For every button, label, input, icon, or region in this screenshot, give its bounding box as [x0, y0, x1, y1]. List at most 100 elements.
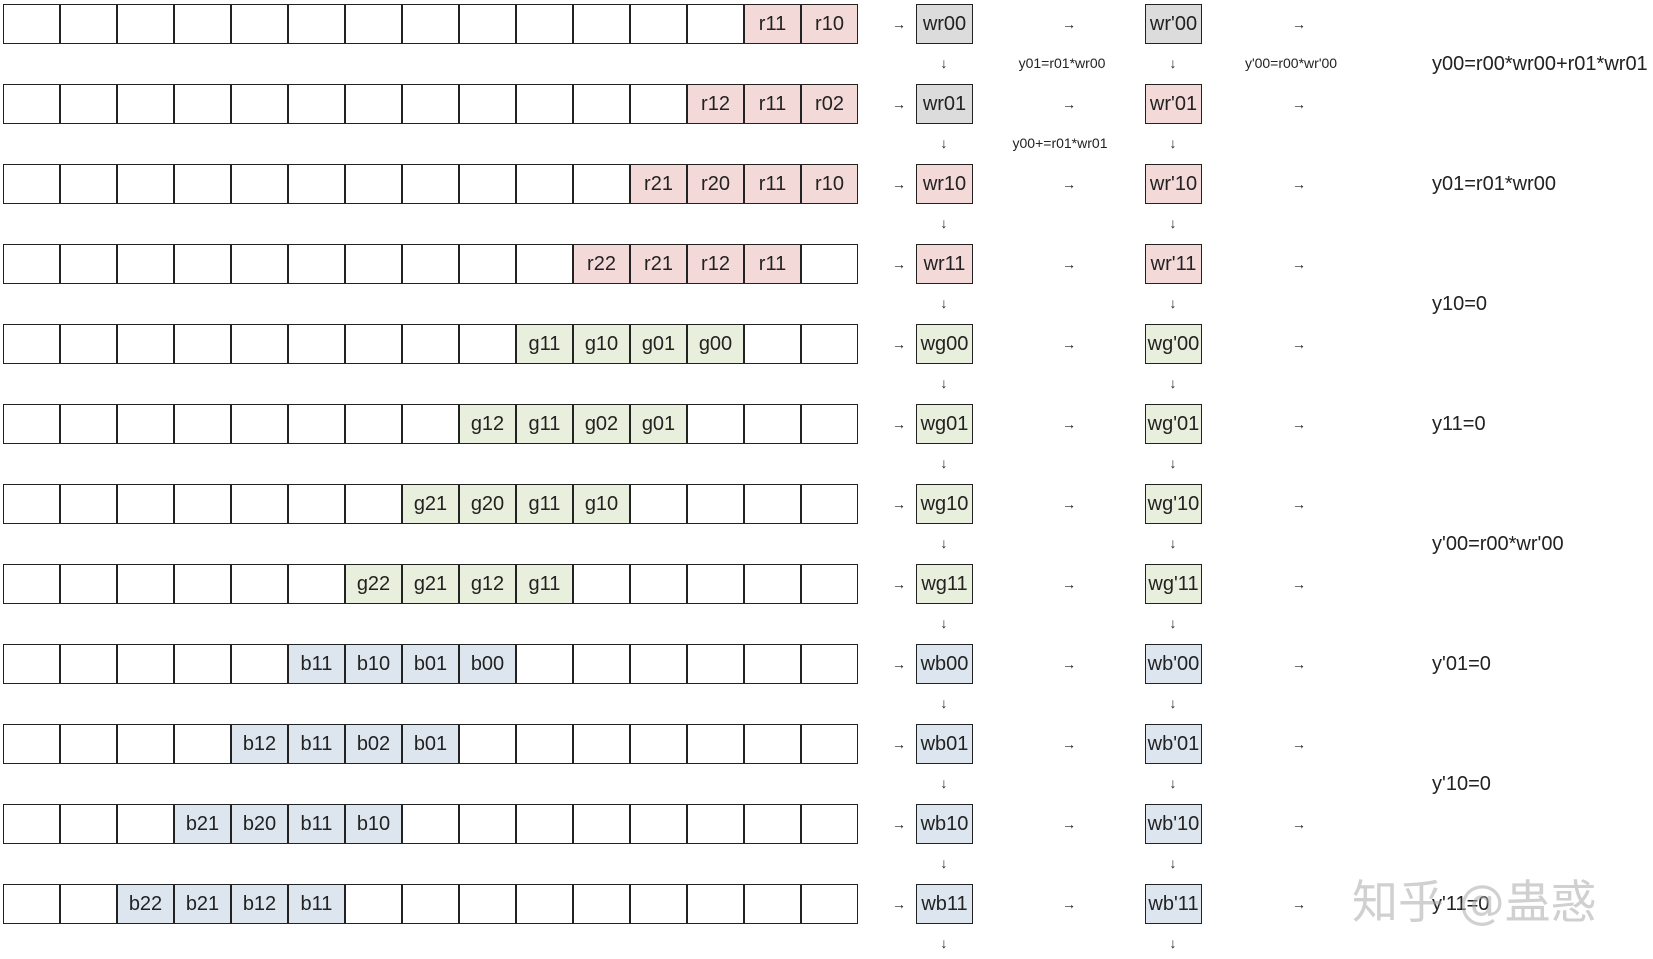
right-arrow-icon: → [892, 736, 906, 752]
grid-cell-value: g20 [459, 484, 516, 524]
grid-cell [630, 644, 687, 684]
grid-cell [174, 244, 231, 284]
grid-cell [687, 644, 744, 684]
down-arrow-icon: ↓ [940, 855, 948, 871]
grid-cell-value: g21 [402, 564, 459, 604]
grid-cell [459, 164, 516, 204]
grid-cell [630, 4, 687, 44]
grid-cell [231, 164, 288, 204]
right-arrow-icon: → [1292, 736, 1306, 752]
down-arrow-icon: ↓ [1169, 855, 1177, 871]
grid-cell [174, 164, 231, 204]
down-arrow-icon: ↓ [940, 55, 948, 71]
grid-cell [687, 884, 744, 924]
grid-cell-value: b20 [231, 804, 288, 844]
grid-cell [573, 4, 630, 44]
grid-cell [60, 404, 117, 444]
grid-cell [288, 4, 345, 44]
note-y00-accumulate: y00+=r01*wr01 [1012, 135, 1108, 151]
grid-cell [801, 644, 858, 684]
grid-cell [744, 324, 801, 364]
grid-cell [60, 804, 117, 844]
down-arrow-icon: ↓ [1169, 135, 1177, 151]
grid-cell [3, 4, 60, 44]
grid-cell-value: g01 [630, 324, 687, 364]
grid-cell [402, 164, 459, 204]
grid-cell-value: r21 [630, 164, 687, 204]
grid-cell-value: b00 [459, 644, 516, 684]
equation-y01: y01=r01*wr00 [1432, 173, 1556, 195]
grid-cell [3, 724, 60, 764]
grid-cell-value: g11 [516, 404, 573, 444]
grid-cell [117, 804, 174, 844]
grid-cell [573, 724, 630, 764]
grid-cell [630, 804, 687, 844]
grid-cell-value: b21 [174, 884, 231, 924]
grid-cell [801, 724, 858, 764]
grid-cell [630, 84, 687, 124]
grid-cell [117, 644, 174, 684]
grid-cell-value: r12 [687, 84, 744, 124]
grid-cell [60, 244, 117, 284]
grid-cell [60, 484, 117, 524]
grid-cell-value: g21 [402, 484, 459, 524]
grid-cell [516, 644, 573, 684]
right-arrow-icon: → [892, 176, 906, 192]
grid-cell [801, 404, 858, 444]
grid-cell [801, 804, 858, 844]
grid-cell-value: r11 [744, 4, 801, 44]
grid-cell [231, 564, 288, 604]
weight-prime-box: wr'10 [1145, 164, 1202, 204]
grid-cell-value: r11 [744, 164, 801, 204]
grid-cell [60, 644, 117, 684]
grid-cell [60, 324, 117, 364]
grid-cell [687, 404, 744, 444]
grid-cell [402, 404, 459, 444]
equation-yprime01: y'01=0 [1432, 653, 1491, 675]
grid-cell-value: b01 [402, 644, 459, 684]
grid-cell [630, 564, 687, 604]
grid-cell [174, 484, 231, 524]
grid-cell [60, 564, 117, 604]
grid-cell [687, 4, 744, 44]
grid-cell [516, 4, 573, 44]
weight-box: wr10 [916, 164, 973, 204]
grid-cell-value: g11 [516, 324, 573, 364]
right-arrow-icon: → [1062, 496, 1076, 512]
weight-box: wr00 [916, 4, 973, 44]
down-arrow-icon: ↓ [1169, 215, 1177, 231]
grid-cell-value: b21 [174, 804, 231, 844]
weight-prime-box: wg'00 [1145, 324, 1202, 364]
grid-cell-value: g11 [516, 484, 573, 524]
right-arrow-icon: → [892, 416, 906, 432]
grid-cell [459, 84, 516, 124]
right-arrow-icon: → [1292, 496, 1306, 512]
grid-cell [459, 884, 516, 924]
grid-cell [174, 324, 231, 364]
grid-cell [231, 244, 288, 284]
grid-cell [345, 164, 402, 204]
note-y01: y01=r01*wr00 [1018, 55, 1106, 71]
grid-cell [345, 404, 402, 444]
weight-prime-box: wr'01 [1145, 84, 1202, 124]
watermark-logo: 知乎 @蛊惑 [1352, 875, 1597, 929]
right-arrow-icon: → [892, 656, 906, 672]
right-arrow-icon: → [1292, 816, 1306, 832]
grid-cell [174, 564, 231, 604]
grid-cell [345, 484, 402, 524]
grid-cell [231, 484, 288, 524]
grid-cell [60, 164, 117, 204]
grid-cell [231, 404, 288, 444]
right-arrow-icon: → [1062, 816, 1076, 832]
grid-cell [174, 84, 231, 124]
grid-cell [288, 164, 345, 204]
grid-cell [3, 564, 60, 604]
grid-cell-value: g22 [345, 564, 402, 604]
grid-cell [516, 84, 573, 124]
grid-cell [402, 804, 459, 844]
grid-cell [117, 404, 174, 444]
grid-cell [744, 884, 801, 924]
weight-prime-box: wg'10 [1145, 484, 1202, 524]
right-arrow-icon: → [1062, 576, 1076, 592]
